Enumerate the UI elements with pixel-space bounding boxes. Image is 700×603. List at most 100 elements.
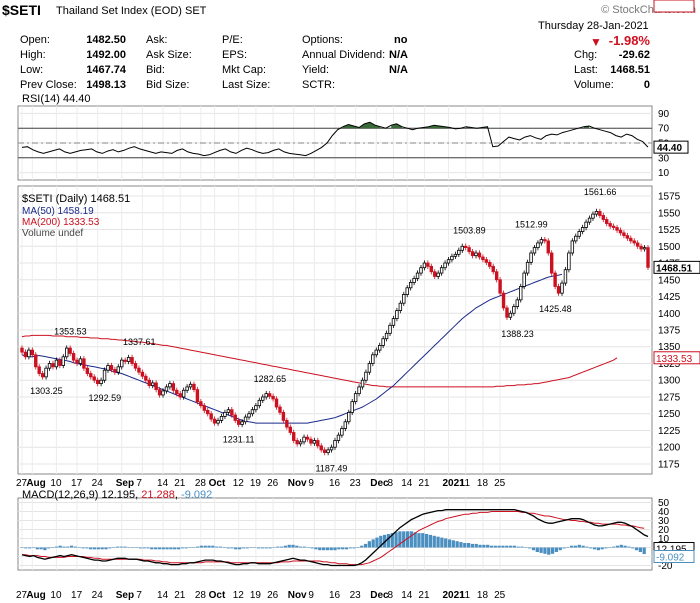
candle-body xyxy=(51,363,55,368)
candle-body xyxy=(140,371,145,377)
price-x-label: 12 xyxy=(233,478,245,489)
candle-body xyxy=(563,269,568,284)
rsi-overbought-fill xyxy=(343,122,381,129)
macd-hist-bar xyxy=(486,544,490,548)
macd-hist-bar xyxy=(512,545,517,548)
macd-hist-bar xyxy=(589,547,593,549)
price-x-label: 14 xyxy=(401,478,413,489)
price-annotation: 1282.65 xyxy=(254,374,287,384)
price-annotation: 1503.89 xyxy=(453,226,486,236)
options-label: Options: xyxy=(302,34,343,46)
macd-hist-bar xyxy=(165,547,169,550)
macd-x-label: 7 xyxy=(136,590,142,601)
candle-body xyxy=(58,359,62,366)
macd-x-label: Sep xyxy=(116,590,134,601)
price-annotation: 1425.48 xyxy=(539,304,572,314)
macd-hist-bar xyxy=(31,547,36,548)
macd-hist-bar xyxy=(77,547,81,548)
candle-body xyxy=(120,359,124,368)
price-x-label: 17 xyxy=(71,478,83,489)
macd-hist-bar xyxy=(585,546,589,548)
options-value: no xyxy=(394,34,408,46)
candle-body xyxy=(181,389,186,398)
candle-body xyxy=(501,292,506,309)
candle-body xyxy=(333,440,337,448)
candle-body xyxy=(618,229,623,234)
macd-hist-bar xyxy=(440,537,444,548)
macd-hist-bar xyxy=(341,547,345,550)
candle-body xyxy=(429,265,434,273)
macd-hist-bar xyxy=(573,545,578,548)
candle-body xyxy=(171,383,176,391)
macd-x-label: 28 xyxy=(195,590,207,601)
candle-body xyxy=(395,310,399,320)
macd-hist-bar xyxy=(528,547,532,549)
macd-hist-bar xyxy=(539,547,543,553)
macd-hist-bar xyxy=(127,547,131,548)
price-tick-label: 1200 xyxy=(658,443,681,454)
macd-x-label: 14 xyxy=(401,590,413,601)
macd-tick-label: 20 xyxy=(658,525,670,536)
macd-x-label: 16 xyxy=(329,590,341,601)
macd-hist-bar xyxy=(176,547,181,550)
candle-body xyxy=(175,389,179,395)
candle-body xyxy=(446,259,451,264)
macd-title-name: MACD(12,26,9) xyxy=(22,489,99,501)
macd-hist-bar xyxy=(283,545,288,548)
macd-hist-bar xyxy=(310,547,314,549)
candle-body xyxy=(161,390,165,396)
candle-body xyxy=(209,413,213,420)
macd-x-label: 21 xyxy=(418,590,430,601)
candle-body xyxy=(116,366,121,373)
macd-x-label: Oct xyxy=(209,590,226,601)
candle-body xyxy=(522,272,526,287)
price-tick-label: 1500 xyxy=(658,242,681,253)
candle-body xyxy=(219,415,224,421)
macd-last-box xyxy=(653,0,695,13)
macd-hist-bar xyxy=(73,546,78,548)
macd-hist-bar xyxy=(444,538,448,548)
candle-body xyxy=(206,409,210,415)
macd-hist-bar xyxy=(69,545,74,548)
macd-hist-bar xyxy=(81,547,85,549)
candle-body xyxy=(133,363,138,369)
price-x-label: 18 xyxy=(477,478,489,489)
macd-hist-bar xyxy=(367,541,371,548)
candle-body xyxy=(123,359,127,362)
macd-hist-bar xyxy=(295,545,299,548)
candle-body xyxy=(457,249,461,255)
candle-body xyxy=(288,426,292,433)
candle-body xyxy=(484,259,489,263)
candle-body xyxy=(343,421,348,429)
candle-body xyxy=(61,356,65,366)
candle-body xyxy=(412,278,416,283)
macd-x-label: 25 xyxy=(494,590,506,601)
macd-hist-bar xyxy=(306,547,310,548)
macd-x-label: 8 xyxy=(387,590,393,601)
candle-body xyxy=(281,411,286,421)
candle-body xyxy=(254,405,258,411)
volume-label: Volume: xyxy=(574,79,614,91)
ma200-legend: MA(200) 1333.53 xyxy=(22,217,100,228)
macd-x-label: 11 xyxy=(460,590,471,601)
candle-body xyxy=(130,357,134,364)
candle-body xyxy=(274,398,279,408)
candle-body xyxy=(305,436,310,440)
candle-body xyxy=(433,271,437,277)
macd-hist-bar xyxy=(451,540,455,548)
candle-body xyxy=(587,217,592,223)
ask-label: Ask: xyxy=(146,34,168,46)
macd-hist-bar xyxy=(20,547,24,548)
price-annotation: 1187.49 xyxy=(316,464,348,474)
pe-label: P/E: xyxy=(222,34,243,46)
price-annotation: 1337.61 xyxy=(123,337,156,347)
macd-hist-bar xyxy=(192,547,196,548)
macd-hist-bar xyxy=(218,546,223,548)
macd-hist-bar xyxy=(85,547,89,549)
candle-body xyxy=(250,409,255,415)
macd-last-label: 21.288 xyxy=(656,0,687,3)
macd-hist-bar xyxy=(257,547,261,549)
macd-hist-bar xyxy=(123,546,127,548)
macd-hist-bar xyxy=(421,533,425,548)
price-annotation: 1303.25 xyxy=(30,386,63,396)
